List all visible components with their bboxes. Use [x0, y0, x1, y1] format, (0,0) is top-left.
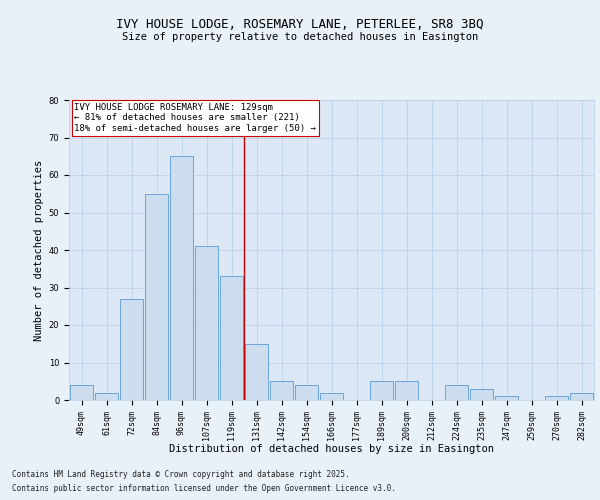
Bar [320, 392, 343, 400]
Text: IVY HOUSE LODGE ROSEMARY LANE: 129sqm
← 81% of detached houses are smaller (221): IVY HOUSE LODGE ROSEMARY LANE: 129sqm ← … [74, 103, 316, 133]
Bar [70, 385, 93, 400]
Y-axis label: Number of detached properties: Number of detached properties [34, 160, 44, 340]
Text: Contains public sector information licensed under the Open Government Licence v3: Contains public sector information licen… [12, 484, 396, 493]
Bar [195, 246, 218, 400]
Bar [570, 392, 593, 400]
Text: IVY HOUSE LODGE, ROSEMARY LANE, PETERLEE, SR8 3BQ: IVY HOUSE LODGE, ROSEMARY LANE, PETERLEE… [116, 18, 484, 30]
Bar [545, 396, 568, 400]
Bar [220, 276, 243, 400]
Bar [170, 156, 193, 400]
X-axis label: Distribution of detached houses by size in Easington: Distribution of detached houses by size … [169, 444, 494, 454]
Bar [270, 381, 293, 400]
Bar [370, 381, 393, 400]
Text: Size of property relative to detached houses in Easington: Size of property relative to detached ho… [122, 32, 478, 42]
Text: Contains HM Land Registry data © Crown copyright and database right 2025.: Contains HM Land Registry data © Crown c… [12, 470, 350, 479]
Bar [470, 389, 493, 400]
Bar [95, 392, 118, 400]
Bar [495, 396, 518, 400]
Bar [445, 385, 468, 400]
Bar [120, 298, 143, 400]
Bar [245, 344, 268, 400]
Bar [395, 381, 418, 400]
Bar [145, 194, 168, 400]
Bar [295, 385, 318, 400]
